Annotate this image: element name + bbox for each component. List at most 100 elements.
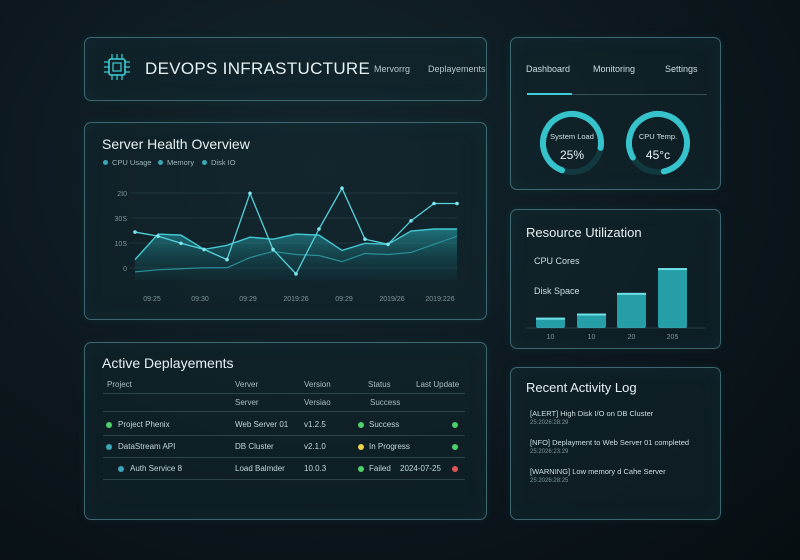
row-divider bbox=[103, 393, 465, 394]
bar bbox=[536, 317, 565, 328]
row-divider bbox=[103, 479, 465, 480]
tab-dashboard[interactable]: Dashboard bbox=[526, 64, 571, 74]
x-tick-label: 2019:226 bbox=[425, 296, 454, 303]
deployments-title: Active Deplayements bbox=[102, 355, 234, 371]
tab-monitoring[interactable]: Monitoring bbox=[593, 64, 636, 74]
deployments-panel: Active Deplayements Project Verver Versi… bbox=[84, 342, 487, 520]
x-tick-label: 09:25 bbox=[143, 296, 161, 303]
subheader-status: Success bbox=[370, 398, 401, 407]
cell-status: Success bbox=[369, 420, 400, 429]
system-load-label: System Load bbox=[550, 132, 594, 141]
log-entry-time: 25:2026:28:29 bbox=[530, 420, 569, 426]
log-entry-time: 25:2026:28:25 bbox=[530, 478, 569, 484]
nav-link-deployments[interactable]: Deplayements bbox=[428, 64, 486, 74]
tab-active-indicator bbox=[527, 93, 572, 95]
system-load-arc bbox=[540, 111, 604, 175]
disk-space-label: Disk Space bbox=[534, 286, 580, 296]
data-point bbox=[455, 201, 459, 206]
cpu-temp-label: CPU Temp. bbox=[638, 132, 678, 141]
header-server: Verver bbox=[235, 380, 259, 389]
cpu-temp-arc bbox=[626, 111, 690, 175]
bar-highlight bbox=[617, 292, 646, 295]
legend-memory-label: Memory bbox=[167, 158, 195, 167]
health-dot-icon bbox=[452, 422, 458, 428]
resource-title: Resource Utilization bbox=[526, 225, 642, 240]
cell-project: Auth Service 8 bbox=[130, 464, 183, 473]
legend-cpu-label: CPU Usage bbox=[112, 158, 152, 167]
data-point bbox=[271, 247, 275, 252]
x-tick-label: 09:30 bbox=[191, 296, 209, 303]
y-tick-label: 0 bbox=[123, 266, 127, 273]
data-point bbox=[179, 241, 183, 246]
header-status: Status bbox=[368, 380, 391, 389]
row-divider bbox=[103, 457, 465, 458]
x-tick-label: 09:29 bbox=[335, 296, 353, 303]
system-load-value: 25% bbox=[559, 148, 585, 162]
health-dot-icon bbox=[452, 444, 458, 450]
bar bbox=[617, 292, 646, 328]
cell-server: Web Server 01 bbox=[235, 420, 289, 429]
health-dot-icon bbox=[452, 466, 458, 472]
data-point bbox=[317, 227, 321, 231]
project-status-icon bbox=[106, 444, 112, 450]
status-dot-icon bbox=[358, 466, 364, 472]
data-point bbox=[248, 191, 252, 196]
y-tick-label: 10S bbox=[115, 241, 128, 248]
legend-memory: Memory bbox=[158, 158, 194, 167]
row-divider bbox=[103, 435, 465, 436]
tab-divider bbox=[527, 94, 707, 95]
tabs-panel: Dashboard Monitoring Settings System Loa… bbox=[510, 37, 721, 190]
nav-link-monitoring[interactable]: Mervorrg bbox=[374, 64, 411, 74]
cpu-temp-value: 45°c bbox=[645, 148, 671, 162]
cell-version: v1.2.5 bbox=[304, 420, 326, 429]
legend-cpu: CPU Usage bbox=[103, 158, 152, 167]
cell-version: v2.1.0 bbox=[304, 442, 326, 451]
status-dot-icon bbox=[358, 422, 364, 428]
subheader-server: Server bbox=[235, 398, 259, 407]
data-point bbox=[202, 247, 206, 252]
legend-dot-icon bbox=[158, 160, 163, 165]
subheader-version: Versiao bbox=[304, 398, 331, 407]
data-point bbox=[225, 257, 229, 262]
header-version: Version bbox=[304, 380, 331, 389]
activity-title: Recent Activity Log bbox=[526, 380, 637, 395]
server-health-panel: Server Health Overview CPU Usage Memory … bbox=[84, 122, 487, 320]
data-point bbox=[133, 230, 137, 234]
activity-log-panel: Recent Activity Log [ALERT] High Disk I/… bbox=[510, 367, 721, 520]
resource-utilization-panel: Resource Utilization CPU Cores Disk Spac… bbox=[510, 209, 721, 349]
log-entry-message: [WARNING] Low memory d Cahe Server bbox=[530, 467, 666, 476]
data-point bbox=[156, 234, 160, 238]
series-line-cpu bbox=[134, 228, 457, 261]
legend-dot-icon bbox=[103, 160, 108, 165]
data-point bbox=[363, 237, 367, 241]
bar-tick-label: 10 bbox=[588, 334, 596, 341]
cpu-temp-gauge: CPU Temp. 45°c bbox=[625, 110, 691, 176]
data-point bbox=[432, 201, 436, 206]
x-tick-label: 2019:26 bbox=[283, 296, 308, 303]
header-panel: DEVOPS INFRASTUCTURE Mervorrg Deplayemen… bbox=[84, 37, 487, 101]
header-project: Project bbox=[107, 380, 132, 389]
legend-disk: Disk IO bbox=[202, 158, 236, 167]
log-entry-message: [NFO] Deplayment to Web Server 01 comple… bbox=[530, 438, 690, 447]
x-tick-label: 09:29 bbox=[239, 296, 257, 303]
cpu-cores-label: CPU Cores bbox=[534, 256, 580, 266]
bar-highlight bbox=[658, 268, 687, 271]
cell-status: Failed bbox=[369, 464, 391, 473]
project-status-icon bbox=[118, 466, 124, 472]
cell-last-update: 2024-07-25 bbox=[400, 464, 441, 473]
data-point bbox=[409, 219, 413, 223]
resource-bar-chart: 10 10 20 205 bbox=[526, 268, 706, 341]
bar-tick-label: 20 bbox=[628, 334, 636, 341]
server-health-title: Server Health Overview bbox=[102, 136, 250, 152]
data-point bbox=[386, 242, 390, 247]
status-dot-icon bbox=[358, 444, 364, 450]
bar-tick-label: 205 bbox=[667, 334, 679, 341]
chip-icon bbox=[104, 54, 130, 80]
log-entry-time: 25:2026:23:29 bbox=[530, 449, 569, 455]
legend-disk-label: Disk IO bbox=[211, 158, 236, 167]
legend-dot-icon bbox=[202, 160, 207, 165]
tab-settings[interactable]: Settings bbox=[665, 64, 698, 74]
app-title: DEVOPS INFRASTUCTURE bbox=[145, 59, 371, 78]
x-tick-label: 2019/26 bbox=[379, 296, 404, 303]
project-status-icon bbox=[106, 422, 112, 428]
